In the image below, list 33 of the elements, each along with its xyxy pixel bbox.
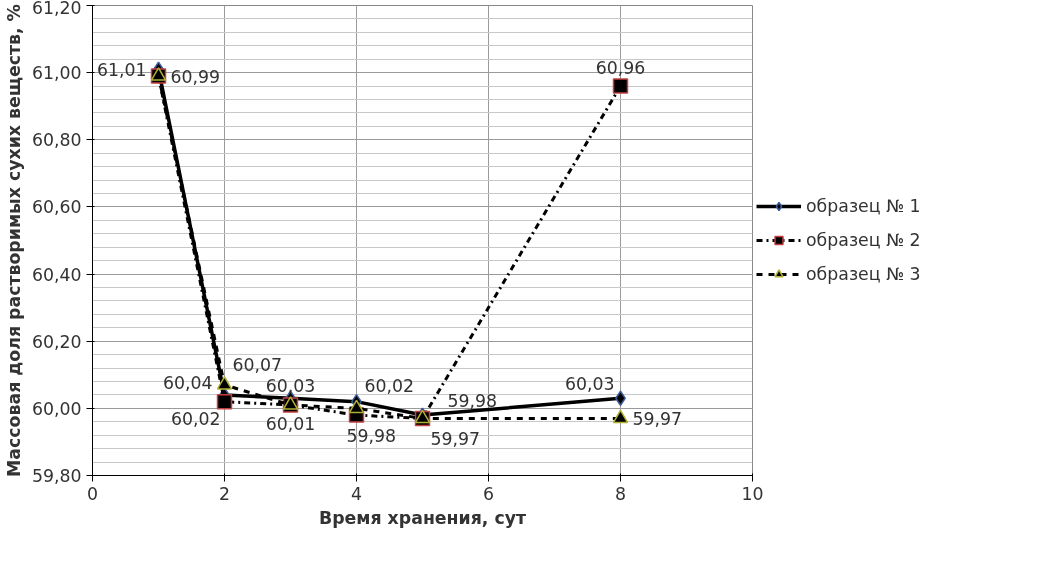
data-label: 61,01 bbox=[96, 59, 147, 80]
x-axis-title: Время хранения, сут bbox=[318, 507, 527, 528]
y-tick-label: 59,80 bbox=[31, 466, 82, 486]
legend-label: образец № 1 bbox=[806, 196, 921, 216]
legend-label: образец № 3 bbox=[806, 264, 921, 284]
data-label: 60,02 bbox=[364, 375, 415, 396]
data-label: 60,02 bbox=[170, 408, 221, 429]
data-label: 59,98 bbox=[447, 391, 498, 412]
y-tick-label: 60,40 bbox=[31, 264, 82, 285]
data-label: 60,99 bbox=[170, 66, 221, 87]
data-label: 60,03 bbox=[265, 376, 316, 397]
data-label: 59,98 bbox=[346, 426, 397, 447]
y-tick-label: 61,00 bbox=[31, 63, 82, 84]
legend-label: образец № 2 bbox=[806, 230, 921, 250]
data-label: 60,96 bbox=[595, 58, 646, 79]
data-label: 60,04 bbox=[162, 372, 213, 393]
x-tick-label: 4 bbox=[350, 483, 363, 504]
y-tick-label: 60,80 bbox=[31, 130, 82, 151]
data-label: 59,97 bbox=[430, 429, 481, 450]
x-tick-label: 8 bbox=[614, 483, 627, 504]
data-label: 60,07 bbox=[232, 354, 283, 375]
data-label: 60,01 bbox=[265, 414, 316, 434]
x-tick-label: 2 bbox=[218, 483, 231, 504]
x-tick-label: 10 bbox=[741, 483, 764, 504]
y-axis-title: Массовая доля растворимых сухих веществ, % bbox=[3, 4, 24, 477]
y-tick-label: 60,60 bbox=[31, 197, 82, 218]
data-label: 59,97 bbox=[632, 408, 683, 429]
y-tick-label: 60,00 bbox=[31, 398, 82, 419]
y-tick-label: 61,20 bbox=[31, 0, 82, 18]
x-tick-label: 6 bbox=[482, 483, 495, 504]
y-tick-label: 60,20 bbox=[31, 331, 82, 352]
data-label: 60,03 bbox=[564, 374, 615, 395]
x-tick-label: 0 bbox=[86, 483, 99, 504]
